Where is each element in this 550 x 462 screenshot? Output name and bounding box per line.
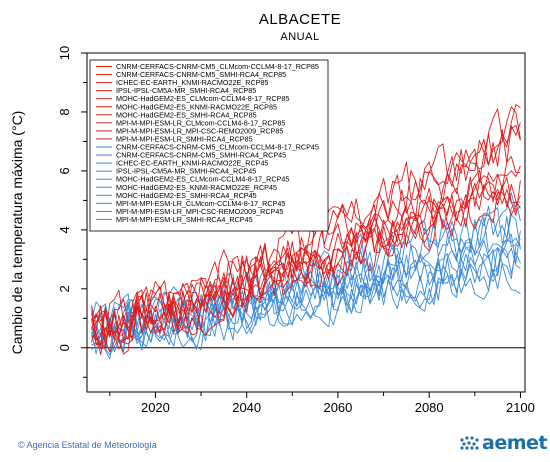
plot-frame <box>86 52 526 393</box>
copyright-credit[interactable]: © Agencia Estatal de Meteorología <box>18 440 157 450</box>
series-line-rcp45 <box>91 237 521 351</box>
series-line-rcp45 <box>91 207 521 350</box>
legend-entry-label: MPI-M-MPI-ESM-LR_MPI-CSC-REMO2009_RCP85 <box>116 126 283 135</box>
legend-entry-label: MOHC-HadGEM2-ES_SMHI-RCA4_RCP85 <box>116 110 257 119</box>
chart-title: ALBACETE <box>258 11 342 28</box>
x-tick-label: 2020 <box>141 400 170 415</box>
series-line-rcp45 <box>91 245 521 353</box>
legend-entry-label: CNRM-CERFACS-CNRM-CM5_CLMcom-CCLM4-8-17_… <box>116 62 319 71</box>
x-tick-label: 2100 <box>506 400 535 415</box>
legend-entry-label: ICHEC-EC-EARTH_KNMI-RACMO22E_RCP85 <box>116 78 268 87</box>
y-tick-label: 4 <box>57 226 72 233</box>
x-tick-label: 2080 <box>415 400 444 415</box>
y-tick-label: 2 <box>57 285 72 292</box>
y-axis-title: Cambio de la temperatura máxima (°C) <box>9 111 25 355</box>
aemet-logo-text: aemet <box>482 432 547 454</box>
legend-entry-label: MPI-M-MPI-ESM-LR_SMHI-RCA4_RCP85 <box>116 134 253 143</box>
legend-entry-label: MOHC-HadGEM2-ES_KNMI-RACMO22E_RCP85 <box>116 102 277 111</box>
legend-entry-label: ICHEC-EC-EARTH_KNMI-RACMO22E_RCP45 <box>116 159 268 168</box>
legend-entry-label: MOHC-HadGEM2-ES_KNMI-RACMO22E_RCP45 <box>116 183 277 192</box>
aemet-logo[interactable]: aemet <box>458 432 548 456</box>
x-tick-label: 2060 <box>323 400 352 415</box>
chart-subtitle: ANUAL <box>280 31 320 43</box>
x-tick-label: 2040 <box>232 400 261 415</box>
y-tick-label: 10 <box>57 46 72 60</box>
series-line-rcp85 <box>91 191 521 340</box>
chart-area: 202020402060208021000246810AñoCambio de … <box>9 46 535 415</box>
legend-entry-label: IPSL-IPSL-CM5A-MR_SMHI-RCA4_RCP45 <box>116 167 256 176</box>
legend-entry-label: MPI-M-MPI-ESM-LR_CLMcom-CCLM4-8-17_RCP85 <box>116 118 285 127</box>
series-line-rcp85 <box>91 183 521 345</box>
legend-box <box>89 59 329 232</box>
y-tick-label: 0 <box>57 344 72 351</box>
series-line-rcp85 <box>91 169 521 356</box>
legend-entry-label: MOHC-HadGEM2-ES_CLMcom-CCLM4-8-17_RCP45 <box>116 175 289 184</box>
aemet-logo-icon <box>460 436 479 450</box>
legend-entry-label: IPSL-IPSL-CM5A-MR_SMHI-RCA4_RCP85 <box>116 86 256 95</box>
y-tick-label: 6 <box>57 167 72 174</box>
legend-entry-label: MPI-M-MPI-ESM-LR_MPI-CSC-REMO2009_RCP45 <box>116 207 283 216</box>
legend-entry-label: CNRM-CERFACS-CNRM-CM5_SMHI-RCA4_RCP85 <box>116 70 286 79</box>
legend-entry-label: MOHC-HadGEM2-ES_SMHI-RCA4_RCP45 <box>116 191 257 200</box>
series-line-rcp85 <box>91 106 521 346</box>
legend-entry-label: CNRM-CERFACS-CNRM-CM5_SMHI-RCA4_RCP45 <box>116 151 286 160</box>
legend-entry-label: MPI-M-MPI-ESM-LR_SMHI-RCA4_RCP45 <box>116 215 253 224</box>
legend-entry-label: CNRM-CERFACS-CNRM-CM5_CLMcom-CCLM4-8-17_… <box>116 143 319 152</box>
y-tick-label: 8 <box>57 108 72 115</box>
series-line-rcp85 <box>91 122 521 342</box>
legend-entry-label: MOHC-HadGEM2-ES_CLMcom-CCLM4-8-17_RCP85 <box>116 94 289 103</box>
legend-entry-label: MPI-M-MPI-ESM-LR_CLMcom-CCLM4-8-17_RCP45 <box>116 199 285 208</box>
